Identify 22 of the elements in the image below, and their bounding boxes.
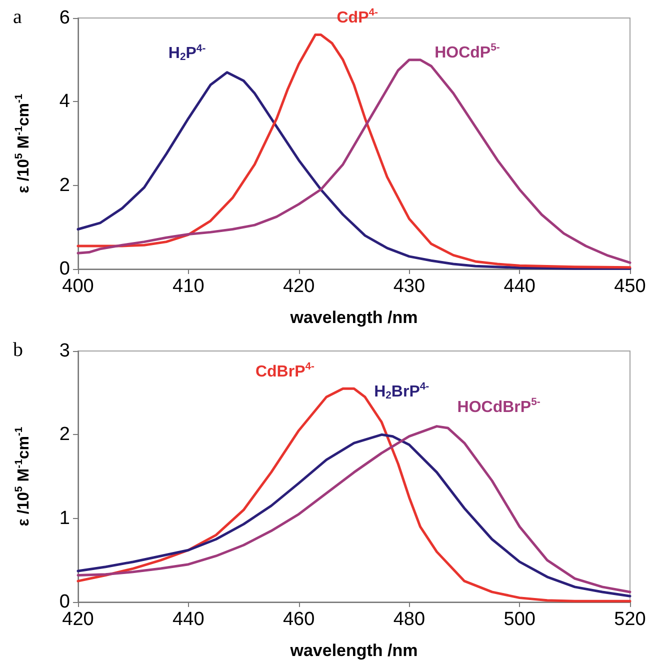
chart-title: b: [13, 339, 23, 361]
x-tick-label: 430: [393, 276, 426, 297]
x-tick-label: 480: [393, 609, 426, 630]
y-tick-label: 2: [59, 174, 70, 196]
x-tick-label: 440: [172, 609, 204, 630]
y-tick-label: 2: [59, 424, 70, 446]
x-tick-label: 460: [282, 609, 315, 630]
x-tick-label: 450: [614, 276, 646, 297]
y-axis-title: ε /105 M-1cm-1: [14, 94, 33, 194]
x-tick-label: 410: [172, 276, 204, 297]
y-tick-label: 4: [59, 91, 70, 112]
y-axis-title: ε /105 M-1cm-1: [14, 426, 33, 526]
y-tick-label: 6: [59, 8, 70, 28]
x-tick-label: 440: [504, 276, 536, 297]
x-tick-label: 420: [282, 276, 315, 297]
x-tick-label: 520: [614, 609, 646, 630]
chart-title: a: [13, 6, 22, 28]
y-tick-label: 1: [59, 508, 70, 529]
x-axis-title: wavelength /nm: [289, 641, 418, 660]
x-tick-label: 500: [504, 609, 536, 630]
x-axis-title: wavelength /nm: [289, 308, 418, 327]
y-tick-label: 3: [59, 340, 70, 362]
